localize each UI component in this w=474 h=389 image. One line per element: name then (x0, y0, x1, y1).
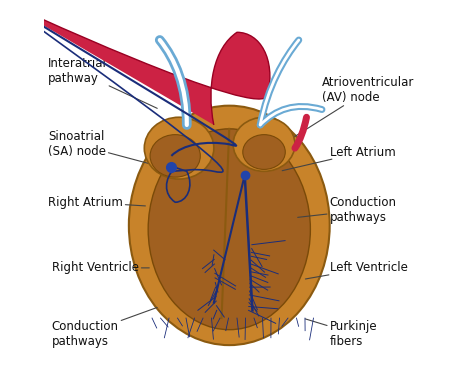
Ellipse shape (233, 117, 295, 171)
Ellipse shape (144, 117, 214, 179)
Text: Right Atrium: Right Atrium (48, 196, 146, 209)
Ellipse shape (243, 135, 285, 169)
PathPatch shape (0, 32, 270, 389)
Text: Atrioventricular
(AV) node: Atrioventricular (AV) node (266, 76, 414, 154)
Text: Left Atrium: Left Atrium (282, 145, 395, 171)
Text: Purkinje
fibers: Purkinje fibers (305, 319, 377, 347)
Ellipse shape (129, 106, 330, 345)
Text: Conduction
pathways: Conduction pathways (52, 307, 157, 347)
Text: Right Ventricle: Right Ventricle (52, 261, 149, 274)
Ellipse shape (150, 135, 201, 177)
Ellipse shape (148, 129, 310, 330)
Text: Interatrial
pathway: Interatrial pathway (48, 57, 157, 109)
Text: Left Ventricle: Left Ventricle (305, 261, 408, 279)
Text: Conduction
pathways: Conduction pathways (298, 196, 397, 224)
Text: Sinoatrial
(SA) node: Sinoatrial (SA) node (48, 130, 161, 167)
